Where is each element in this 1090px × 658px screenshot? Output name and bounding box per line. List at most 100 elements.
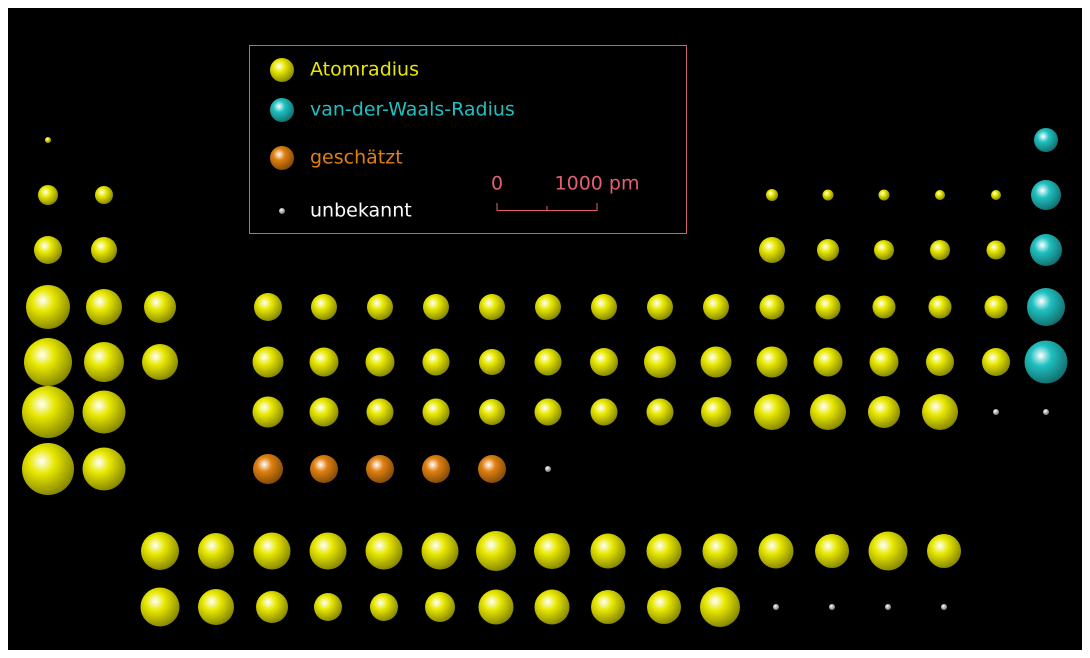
radius-table: Atomradius van-der-Waals-Radius geschätzt u… <box>0 0 1090 658</box>
atom-sphere <box>535 294 561 320</box>
atom-sphere <box>754 394 790 430</box>
atom-sphere <box>591 399 618 426</box>
atom-sphere <box>366 348 395 377</box>
atom-sphere <box>1034 128 1058 152</box>
legend-label: van-der-Waals-Radius <box>310 99 515 121</box>
atom-sphere <box>83 391 126 434</box>
atom-sphere <box>1030 234 1062 266</box>
atom-sphere <box>591 590 625 624</box>
atom-sphere <box>254 533 291 570</box>
atom-sphere <box>647 590 681 624</box>
atom-sphere <box>1027 288 1065 326</box>
atom-sphere <box>83 448 126 491</box>
atom-sphere <box>703 294 729 320</box>
atom-sphere <box>590 348 618 376</box>
atom-sphere <box>823 190 834 201</box>
atom-sphere <box>478 455 506 483</box>
atom-sphere <box>254 293 282 321</box>
atom-sphere <box>142 344 178 380</box>
atom-sphere <box>700 587 740 627</box>
atom-sphere <box>703 534 738 569</box>
atom-sphere <box>926 348 954 376</box>
atom-sphere <box>879 190 890 201</box>
atom-sphere <box>647 534 682 569</box>
atom-sphere <box>310 348 339 377</box>
atom-sphere <box>38 185 58 205</box>
atom-sphere <box>535 349 562 376</box>
atom-sphere <box>422 455 450 483</box>
atom-sphere <box>144 291 176 323</box>
atom-sphere <box>1025 341 1068 384</box>
atom-sphere <box>545 466 551 472</box>
atom-sphere <box>24 338 72 386</box>
atom-sphere <box>773 604 779 610</box>
atom-sphere <box>422 533 459 570</box>
atom-sphere <box>84 342 124 382</box>
atom-sphere <box>310 533 347 570</box>
atom-sphere <box>647 294 673 320</box>
atom-sphere <box>647 399 674 426</box>
atom-sphere <box>757 347 788 378</box>
atom-sphere <box>993 409 999 415</box>
atom-sphere <box>141 532 179 570</box>
atom-sphere <box>423 294 449 320</box>
atom-sphere <box>366 533 403 570</box>
atom-sphere <box>868 396 900 428</box>
atom-sphere <box>922 394 958 430</box>
atom-sphere <box>256 591 288 623</box>
legend-label: geschätzt <box>310 147 403 169</box>
atom-sphere <box>987 241 1006 260</box>
legend-marker <box>270 98 294 122</box>
atom-sphere <box>644 346 676 378</box>
atom-sphere <box>141 588 180 627</box>
atom-sphere <box>930 240 950 260</box>
atom-sphere <box>815 534 849 568</box>
legend-label: Atomradius <box>310 59 419 81</box>
atom-sphere <box>479 294 505 320</box>
atom-sphere <box>991 190 1001 200</box>
atom-sphere <box>314 593 342 621</box>
atom-sphere <box>759 534 794 569</box>
atom-sphere <box>701 347 732 378</box>
atom-sphere <box>929 296 952 319</box>
atom-sphere <box>366 455 394 483</box>
atom-sphere <box>870 348 899 377</box>
atom-sphere <box>476 531 516 571</box>
atom-sphere <box>810 394 846 430</box>
atom-sphere <box>941 604 947 610</box>
atom-sphere <box>370 593 398 621</box>
atom-sphere <box>591 534 626 569</box>
atom-sphere <box>367 294 393 320</box>
atom-sphere <box>1043 409 1049 415</box>
atom-sphere <box>985 296 1008 319</box>
atom-sphere <box>874 240 894 260</box>
atom-sphere <box>927 534 961 568</box>
scale-label: 0 <box>491 173 503 195</box>
atom-sphere <box>311 294 337 320</box>
legend-marker <box>270 146 294 170</box>
atom-sphere <box>479 590 514 625</box>
legend-label: unbekannt <box>310 200 412 222</box>
atom-sphere <box>869 532 908 571</box>
atom-sphere <box>766 189 778 201</box>
atom-sphere <box>22 443 74 495</box>
atom-sphere <box>816 295 841 320</box>
atom-sphere <box>535 399 562 426</box>
atom-sphere <box>310 398 339 427</box>
atom-sphere <box>817 239 839 261</box>
atom-sphere <box>86 289 122 325</box>
atom-sphere <box>310 455 338 483</box>
atom-sphere <box>45 137 51 143</box>
atom-sphere <box>423 399 450 426</box>
atom-sphere <box>26 285 70 329</box>
atom-sphere <box>935 190 945 200</box>
atom-sphere <box>423 349 450 376</box>
atom-sphere <box>982 348 1010 376</box>
atom-sphere <box>873 296 896 319</box>
scale-label: 1000 pm <box>555 173 640 195</box>
atom-sphere <box>91 237 117 263</box>
atom-sphere <box>95 186 113 204</box>
atom-sphere <box>425 592 455 622</box>
atom-sphere <box>479 349 505 375</box>
atom-sphere <box>535 590 570 625</box>
